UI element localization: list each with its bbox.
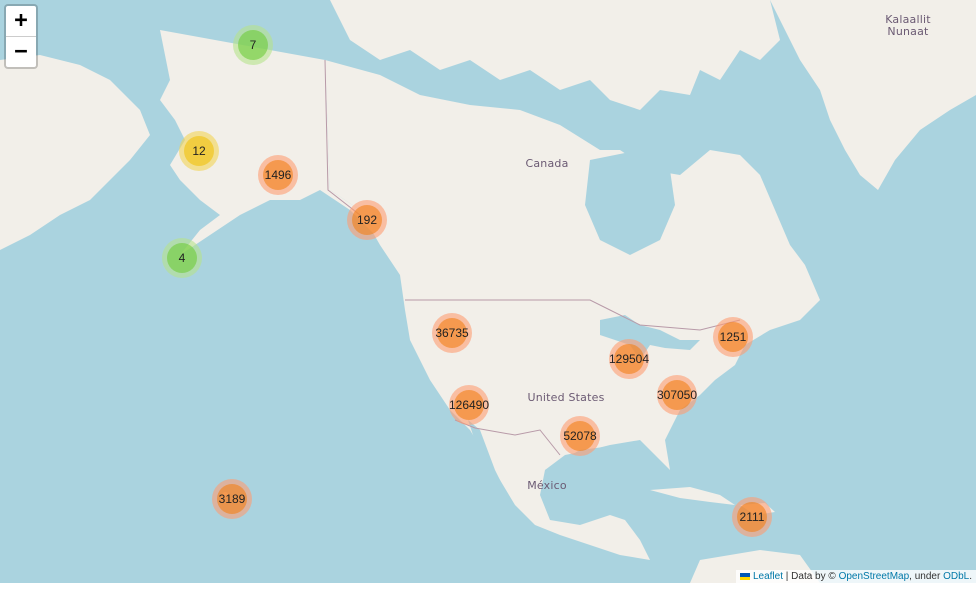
cluster-marker[interactable]: 12 (179, 131, 219, 171)
cluster-marker[interactable]: 52078 (560, 416, 600, 456)
great-lakes (600, 315, 700, 360)
alaska-land (160, 30, 380, 255)
north-america-land (325, 60, 820, 560)
zoom-control: + − (4, 4, 38, 69)
odbl-link[interactable]: ODbL (943, 571, 970, 582)
cluster-marker[interactable]: 192 (347, 200, 387, 240)
cluster-count: 1251 (718, 322, 748, 352)
cluster-count: 3189 (217, 484, 247, 514)
cluster-marker[interactable]: 36735 (432, 313, 472, 353)
cluster-count: 52078 (563, 421, 597, 451)
leaflet-link[interactable]: Leaflet (752, 571, 783, 582)
attribution-end: . (969, 571, 972, 582)
hudson-bay (585, 150, 675, 255)
cluster-count: 36735 (435, 318, 469, 348)
cluster-marker[interactable]: 129504 (609, 339, 649, 379)
cluster-count: 7 (238, 30, 268, 60)
border-us-mexico (454, 419, 561, 456)
cluster-count: 129504 (609, 344, 649, 374)
cluster-marker[interactable]: 1251 (713, 317, 753, 357)
cluster-marker[interactable]: 4 (162, 238, 202, 278)
cuba (650, 487, 735, 505)
cluster-marker[interactable]: 7 (233, 25, 273, 65)
cluster-count: 307050 (657, 380, 697, 410)
label-greenland: Kalaallit Nunaat (885, 13, 931, 38)
zoom-in-button[interactable]: + (6, 6, 36, 37)
border-alaska (324, 59, 361, 216)
cluster-count: 12 (184, 136, 214, 166)
cluster-count: 1496 (263, 160, 293, 190)
attribution-data-by: | Data by © (785, 571, 836, 582)
ukraine-flag-icon (739, 572, 750, 580)
cluster-marker[interactable]: 3189 (212, 479, 252, 519)
label-united-states: United States (527, 391, 605, 404)
cluster-marker[interactable]: 126490 (449, 385, 489, 425)
border-canada-us (405, 299, 741, 331)
cluster-count: 126490 (449, 390, 489, 420)
arctic-islands (330, 0, 780, 110)
gulf-of-california (468, 420, 505, 490)
greenland-land (770, 0, 976, 190)
cluster-count: 4 (167, 243, 197, 273)
label-mexico: México (527, 479, 567, 492)
cluster-marker[interactable]: 2111 (732, 497, 772, 537)
attribution-under: , under (909, 571, 941, 582)
gulf-of-mexico (545, 445, 660, 505)
siberia-land (0, 55, 150, 250)
zoom-out-button[interactable]: − (14, 39, 28, 64)
cluster-count: 192 (352, 205, 382, 235)
cluster-marker[interactable]: 307050 (657, 375, 697, 415)
cluster-count: 2111 (737, 502, 767, 532)
osm-link[interactable]: OpenStreetMap (838, 571, 910, 582)
cluster-marker[interactable]: 1496 (258, 155, 298, 195)
attribution: Leaflet | Data by © OpenStreetMap, under… (735, 570, 976, 583)
label-canada: Canada (525, 157, 569, 170)
